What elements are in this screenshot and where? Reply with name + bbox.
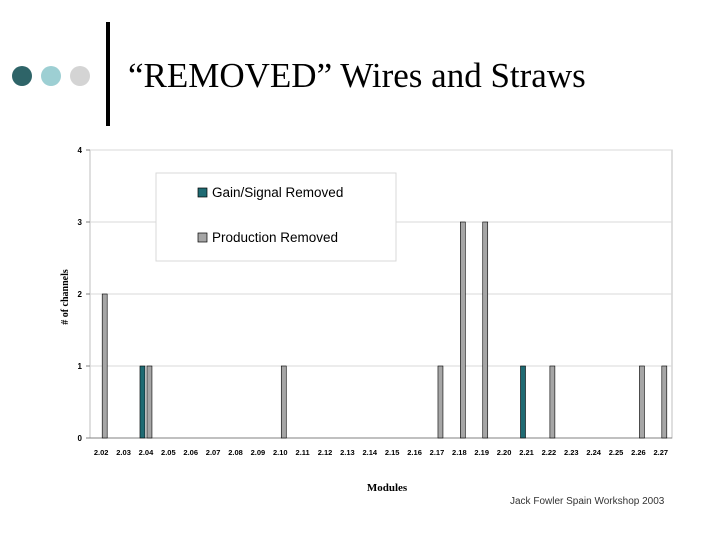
y-tick-label: 1	[78, 362, 83, 371]
bar-gain-signal-2.04	[139, 365, 146, 439]
bar-production-2.22	[549, 365, 556, 439]
y-axis-title: # of channels	[60, 269, 71, 325]
bullet-dot-gray	[70, 66, 90, 86]
x-tick-label: 2.19	[474, 448, 489, 457]
x-tick-label: 2.16	[407, 448, 422, 457]
x-tick-label: 2.26	[631, 448, 646, 457]
title-bullets	[12, 66, 102, 86]
bar-production-2.27	[661, 365, 668, 439]
legend-swatch-production	[197, 232, 208, 243]
bar-production-2.26	[639, 365, 645, 439]
bullet-dot-teal	[41, 66, 61, 86]
y-tick-label: 0	[78, 434, 83, 443]
x-tick-label: 2.06	[183, 448, 198, 457]
x-tick-label: 2.22	[542, 448, 557, 457]
x-tick-label: 2.20	[497, 448, 512, 457]
x-tick-label: 2.24	[586, 448, 601, 457]
x-tick-label: 2.23	[564, 448, 579, 457]
bar-gain-signal-2.21	[520, 365, 526, 439]
x-tick-label: 2.04	[139, 448, 154, 457]
y-tick-label: 3	[78, 218, 83, 227]
x-tick-label: 2.02	[94, 448, 109, 457]
x-tick-label: 2.17	[430, 448, 445, 457]
legend-box	[155, 172, 397, 262]
x-tick-label: 2.09	[251, 448, 266, 457]
legend-label-production: Production Removed	[212, 230, 338, 245]
slide-title: “REMOVED” Wires and Straws	[128, 56, 586, 95]
bar-production-2.18	[460, 221, 466, 439]
x-tick-label: 2.18	[452, 448, 467, 457]
x-tick-label: 2.12	[318, 448, 333, 457]
y-tick-label: 4	[78, 146, 83, 155]
x-tick-label: 2.21	[519, 448, 534, 457]
x-tick-label: 2.15	[385, 448, 400, 457]
x-tick-label: 2.11	[296, 448, 310, 457]
bar-production-2.17	[437, 365, 444, 439]
bar-production-2.02	[101, 293, 108, 439]
x-tick-label: 2.08	[228, 448, 243, 457]
legend-label-gain-signal: Gain/Signal Removed	[212, 185, 343, 200]
y-tick-label: 2	[78, 290, 83, 299]
bar-production-2.19	[482, 221, 489, 439]
x-tick-label: 2.05	[161, 448, 176, 457]
x-tick-label: 2.25	[609, 448, 624, 457]
x-axis-title: Modules	[367, 482, 408, 494]
slide-footer: Jack Fowler Spain Workshop 2003	[510, 496, 665, 507]
bar-production-2.10	[280, 365, 287, 439]
x-tick-label: 2.14	[363, 448, 378, 457]
x-tick-label: 2.27	[654, 448, 669, 457]
legend-swatch-gain-signal	[197, 187, 208, 198]
x-tick-label: 2.13	[340, 448, 355, 457]
bar-production-2.04	[146, 365, 153, 439]
x-tick-label: 2.10	[273, 448, 288, 457]
x-tick-label: 2.03	[116, 448, 131, 457]
bullet-dot-dark	[12, 66, 32, 86]
title-divider	[106, 22, 110, 126]
x-tick-label: 2.07	[206, 448, 221, 457]
